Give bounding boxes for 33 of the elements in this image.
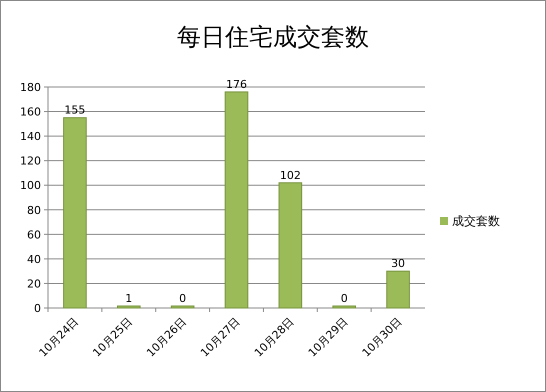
y-tick-label: 20 [27,277,41,290]
x-tick-label: 10月25日 [90,314,135,360]
y-tick-label: 80 [27,204,41,217]
y-tick-label: 40 [27,252,41,266]
data-label: 1 [125,292,132,305]
y-tick-label: 100 [20,179,41,192]
x-tick-label: 10月30日 [360,314,404,360]
bar [332,306,356,308]
chart-title: 每日住宅成交套数 [177,23,369,51]
x-tick-label: 10月26日 [144,314,189,360]
x-tick-label: 10月24日 [36,314,82,360]
y-tick-label: 60 [27,228,41,242]
data-label: 155 [64,104,86,117]
x-tick-label: 10月28日 [252,314,296,360]
bar [386,270,410,308]
data-label: 0 [340,292,348,305]
y-tick-label: 180 [20,81,41,94]
x-tick-label: 10月29日 [306,314,350,360]
bar [116,306,141,308]
data-label: 0 [179,292,186,305]
data-label: 176 [226,78,247,91]
bar [224,91,248,308]
x-tick-label: 10月27日 [198,314,243,360]
bar [63,117,87,308]
legend-label: 成交套数 [452,214,500,228]
y-tick-label: 160 [20,106,41,119]
y-tick-label: 140 [20,130,41,144]
y-tick-label: 120 [20,154,41,168]
data-label: 102 [280,168,301,182]
bar [170,306,194,308]
bar [278,182,302,308]
data-label: 30 [391,257,406,270]
y-tick-label: 0 [34,302,41,315]
